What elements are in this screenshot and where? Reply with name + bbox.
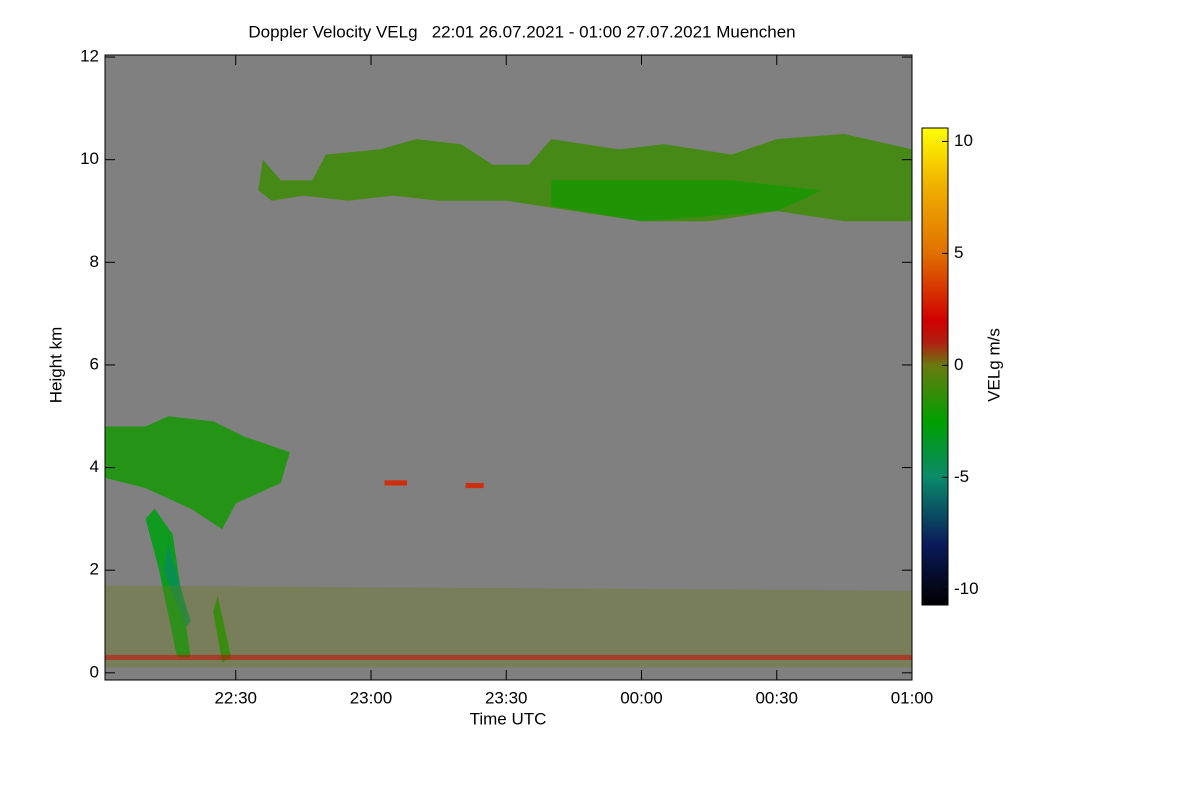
velocity-region <box>105 654 912 660</box>
y-tick-label: 10 <box>80 149 99 168</box>
velocity-region <box>163 544 191 627</box>
y-tick-label: 0 <box>90 662 99 681</box>
x-tick-label: 01:00 <box>891 688 934 707</box>
y-tick-label: 2 <box>90 560 99 579</box>
colorbar-tick-label: -5 <box>954 467 969 486</box>
y-tick-label: 6 <box>90 354 99 373</box>
x-tick-label: 23:30 <box>485 688 528 707</box>
velocity-region <box>213 595 232 663</box>
velocity-region <box>145 508 191 658</box>
chart-title: Doppler Velocity VELg 22:01 26.07.2021 -… <box>248 22 795 41</box>
colorbar-tick-label: 0 <box>954 355 963 374</box>
velocity-region <box>384 480 408 486</box>
y-tick-label: 4 <box>90 457 99 476</box>
x-axis-label: Time UTC <box>470 709 547 728</box>
velocity-region <box>105 416 290 530</box>
colorbar-tick-label: -10 <box>954 579 979 598</box>
velocity-region <box>105 585 912 668</box>
colorbar-tick-label: 5 <box>954 243 963 262</box>
x-tick-label: 23:00 <box>350 688 393 707</box>
colorbar-tick-label: 10 <box>954 131 973 150</box>
y-axis-label: Height km <box>46 327 65 404</box>
velocity-region <box>551 180 822 222</box>
x-tick-label: 00:30 <box>755 688 798 707</box>
plot-layer <box>105 134 912 668</box>
y-tick-label: 12 <box>80 47 99 66</box>
colorbar <box>921 127 949 606</box>
x-tick-label: 22:30 <box>214 688 257 707</box>
x-tick-label: 00:00 <box>620 688 663 707</box>
velocity-region <box>465 482 484 489</box>
colorbar-label: VELg m/s <box>984 328 1003 402</box>
y-tick-label: 8 <box>90 252 99 271</box>
plot-frame <box>104 54 913 681</box>
